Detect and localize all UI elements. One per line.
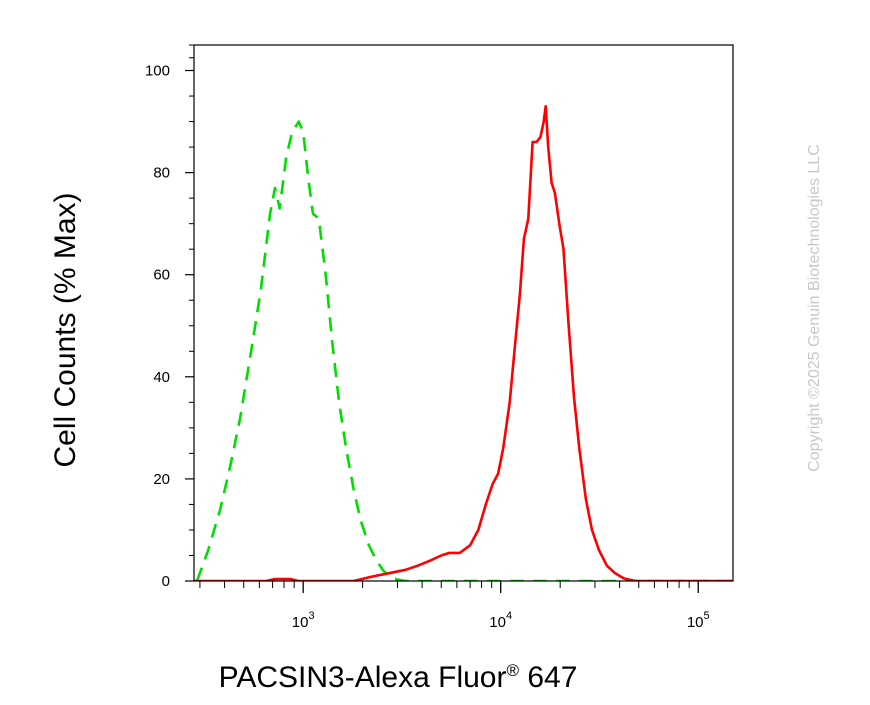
x-tick-label: 105 (687, 610, 710, 631)
y-tick-label: 40 (153, 369, 170, 386)
series-line-1 (195, 120, 733, 581)
x-axis-title-main: PACSIN3-Alexa Fluor (219, 661, 507, 694)
plot-frame (193, 44, 734, 582)
x-axis-title-registered-mark: ® (506, 661, 519, 680)
series-line-2 (194, 105, 733, 581)
y-tick-label: 80 (153, 165, 170, 182)
x-axis-title-tail: 647 (519, 661, 577, 694)
axes: 0 20 40 60 80 100 103 104 105 (145, 44, 734, 631)
plot-area (194, 105, 733, 581)
y-tick-label: 20 (153, 471, 170, 488)
y-tick-label: 100 (145, 63, 170, 80)
copyright-watermark: Copyright ©2025 Genuin Biotechnologies L… (806, 144, 823, 472)
x-axis-title: PACSIN3-Alexa Fluor® 647 (219, 661, 578, 694)
y-axis-title: Cell Counts (% Max) (49, 192, 82, 467)
x-tick-label: 103 (292, 610, 315, 631)
x-tick-label: 104 (489, 610, 512, 631)
y-tick-label: 0 (162, 573, 170, 590)
y-tick-label: 60 (153, 267, 170, 284)
